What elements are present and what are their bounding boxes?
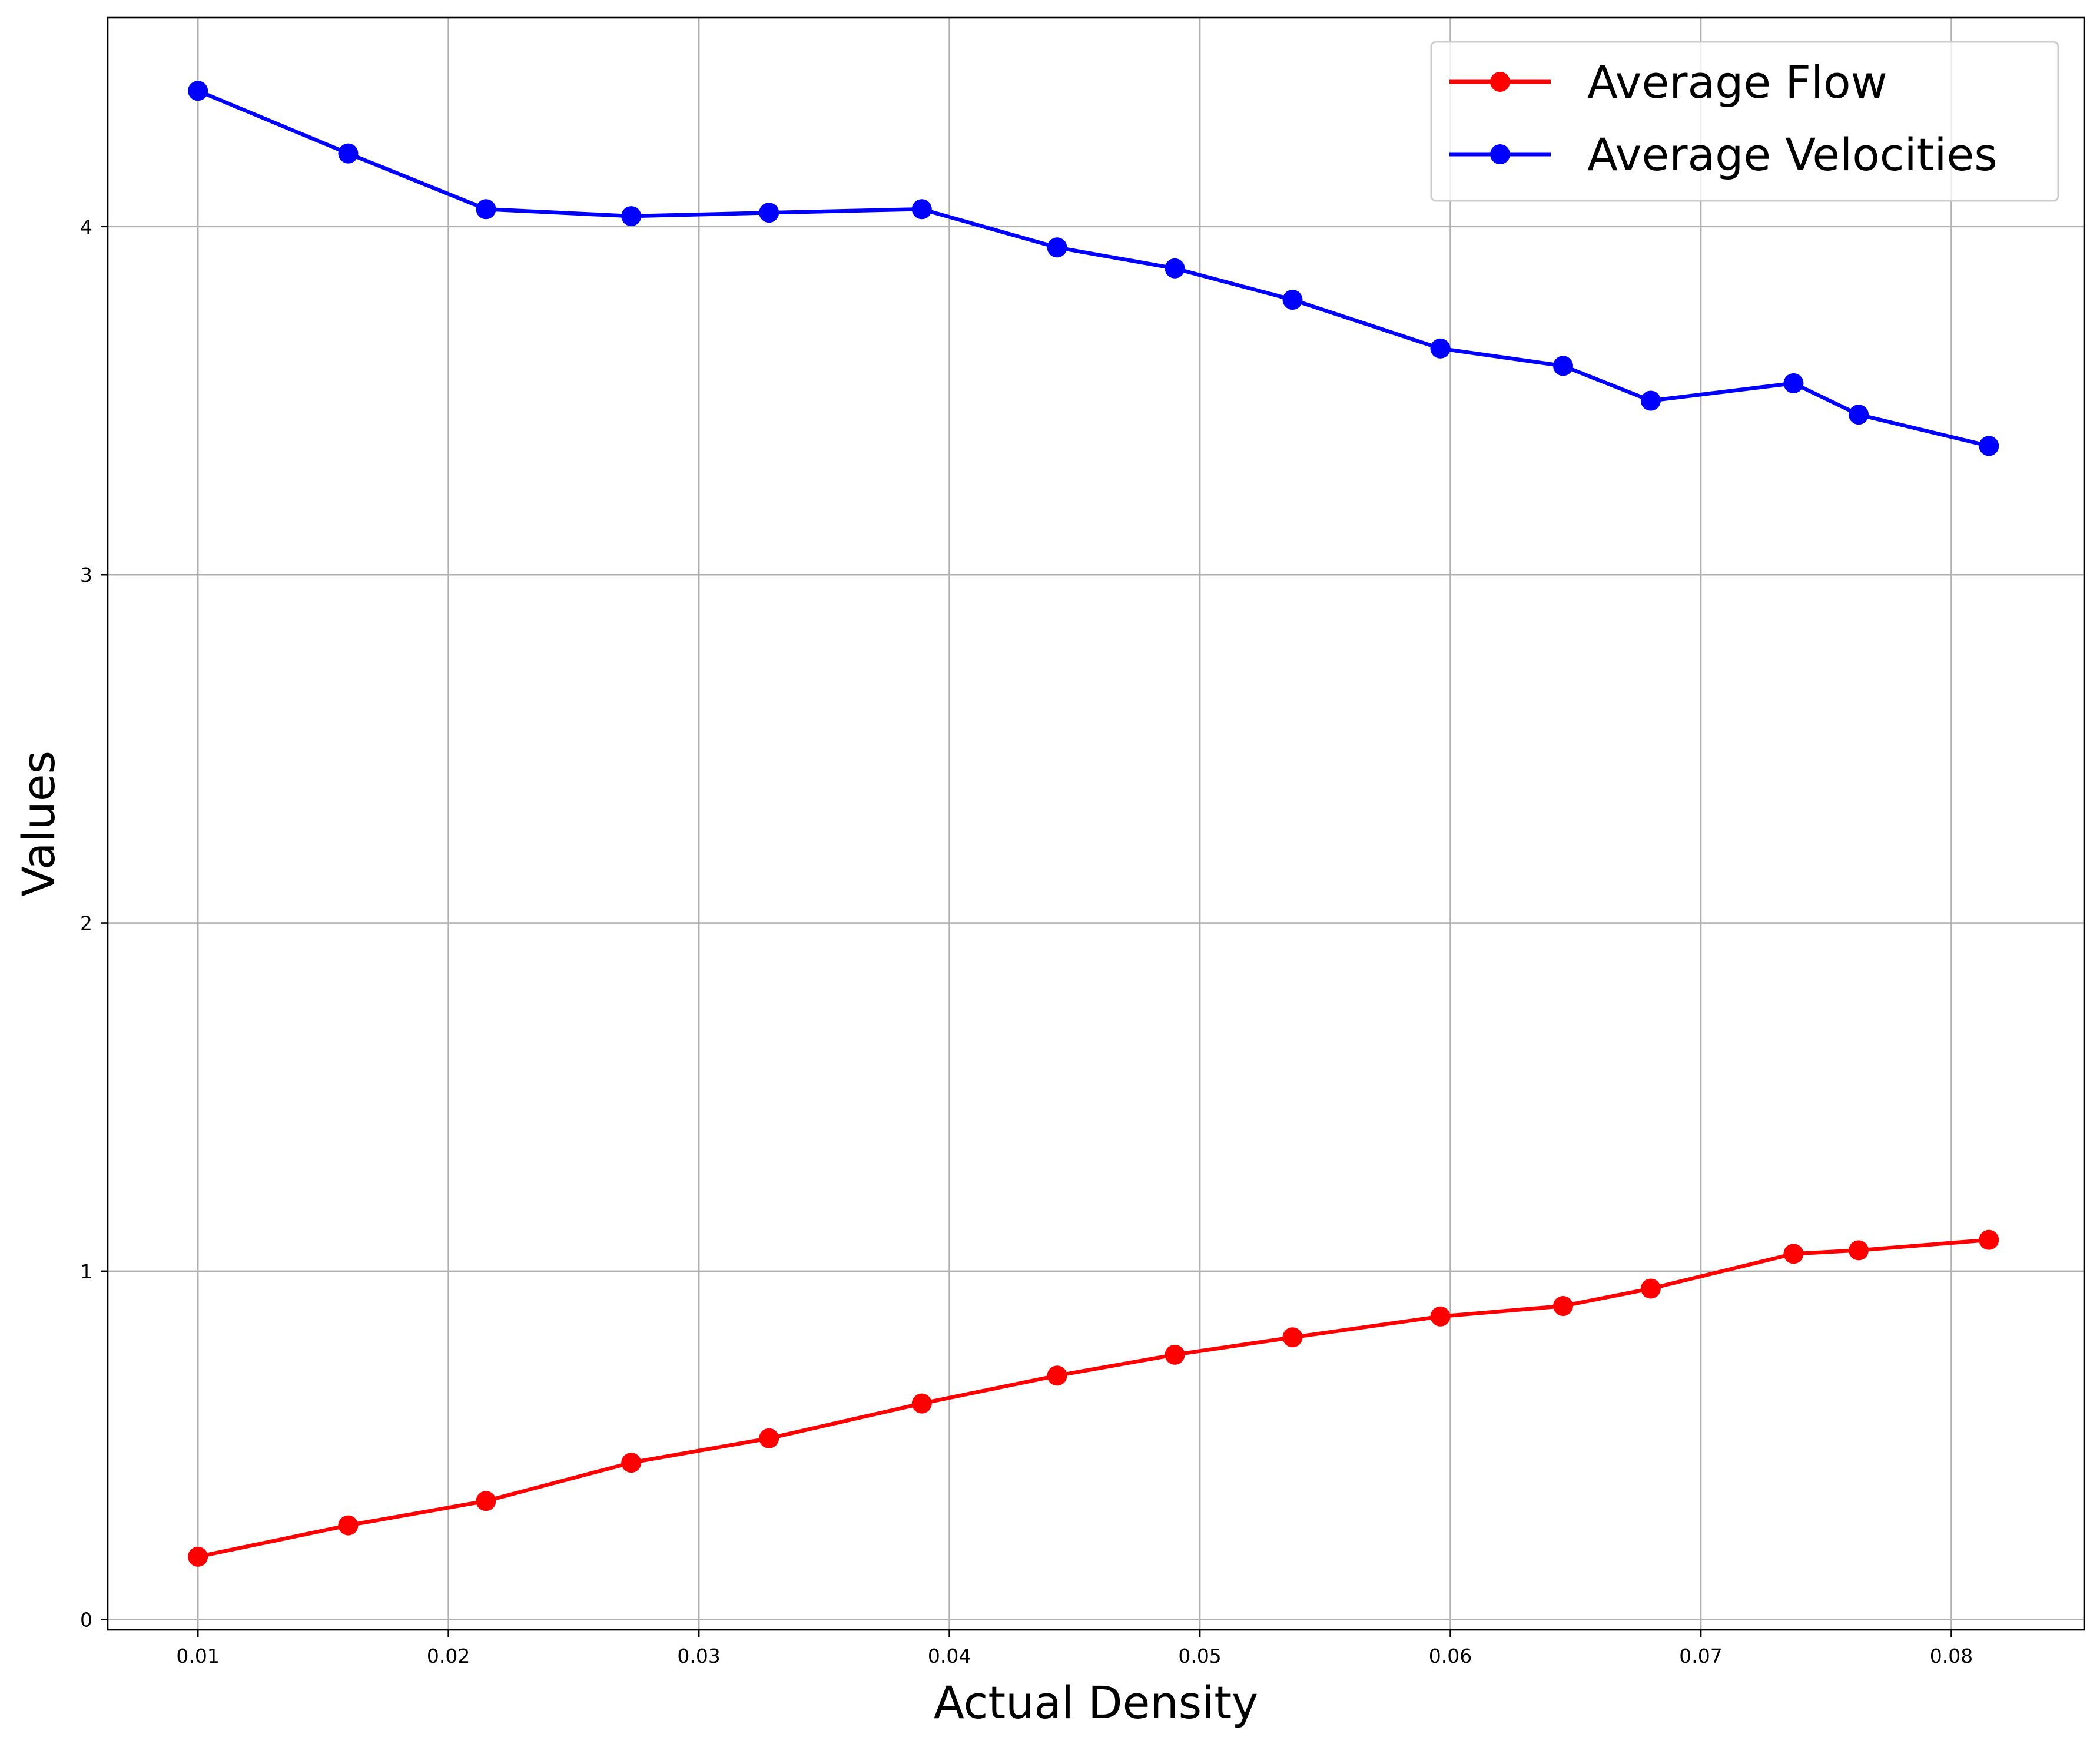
data-point-average-velocities	[1553, 356, 1574, 376]
data-point-average-velocities	[476, 199, 496, 220]
axis-ticks: 0.01 0.02 0.03 0.04 0.05 0.06 0.07 0.08 0 1 2 3 4	[80, 216, 1973, 1668]
data-point-average-velocities	[1640, 390, 1661, 411]
y-tick-label: 1	[80, 1260, 92, 1283]
legend: Average Flow Average Velocities	[1430, 41, 2059, 202]
data-point-average-velocities	[1430, 338, 1451, 359]
data-point-average-flow	[911, 1393, 932, 1414]
data-point-average-velocities	[338, 143, 359, 164]
y-tick-label: 2	[80, 912, 92, 935]
x-tick-label: 0.05	[1178, 1645, 1221, 1668]
data-point-average-flow	[1849, 1240, 1869, 1261]
data-point-average-velocities	[1783, 373, 1804, 393]
legend-marker-average-velocities	[1490, 144, 1510, 164]
y-tick-label: 4	[80, 216, 92, 238]
x-tick-label: 0.08	[1930, 1645, 1973, 1668]
x-tick-label: 0.04	[928, 1645, 971, 1668]
data-point-average-flow	[1640, 1278, 1661, 1299]
data-point-average-flow	[338, 1515, 359, 1536]
data-point-average-velocities	[1979, 436, 1999, 456]
data-point-average-flow	[1282, 1327, 1303, 1348]
grid-lines	[108, 18, 2084, 1630]
data-point-average-velocities	[759, 203, 779, 223]
data-point-average-velocities	[1047, 237, 1067, 258]
series-average-flow	[188, 1229, 1999, 1567]
data-point-average-velocities	[1282, 290, 1303, 310]
plot-series	[188, 81, 1999, 1567]
series-average-velocities	[188, 81, 1999, 456]
data-point-average-flow	[1430, 1306, 1451, 1327]
data-point-average-flow	[476, 1491, 496, 1511]
y-axis-title: Values	[12, 751, 65, 897]
data-point-average-flow	[188, 1546, 208, 1567]
data-point-average-flow	[621, 1453, 642, 1473]
data-point-average-flow	[1047, 1365, 1067, 1386]
data-point-average-flow	[1979, 1229, 1999, 1250]
legend-label-average-velocities: Average Velocities	[1587, 128, 1998, 181]
x-tick-label: 0.03	[677, 1645, 720, 1668]
data-point-average-flow	[759, 1428, 779, 1448]
data-point-average-velocities	[1165, 258, 1185, 279]
y-tick-label: 0	[80, 1608, 92, 1631]
data-point-average-velocities	[1849, 405, 1869, 425]
data-point-average-flow	[1165, 1344, 1185, 1365]
plot-area-frame	[107, 16, 2085, 1631]
x-tick-label: 0.01	[176, 1645, 219, 1668]
data-point-average-velocities	[188, 81, 208, 101]
data-point-average-flow	[1553, 1296, 1574, 1317]
legend-marker-average-flow	[1490, 72, 1510, 92]
x-tick-label: 0.06	[1429, 1645, 1472, 1668]
y-tick-label: 3	[80, 563, 92, 586]
legend-label-average-flow: Average Flow	[1587, 56, 1887, 108]
data-point-average-flow	[1783, 1244, 1804, 1264]
legend-box	[1430, 41, 2059, 202]
x-tick-label: 0.02	[427, 1645, 470, 1668]
x-tick-label: 0.07	[1679, 1645, 1722, 1668]
data-point-average-velocities	[911, 199, 932, 220]
x-axis-title: Actual Density	[934, 1676, 1258, 1729]
data-point-average-velocities	[621, 206, 642, 227]
